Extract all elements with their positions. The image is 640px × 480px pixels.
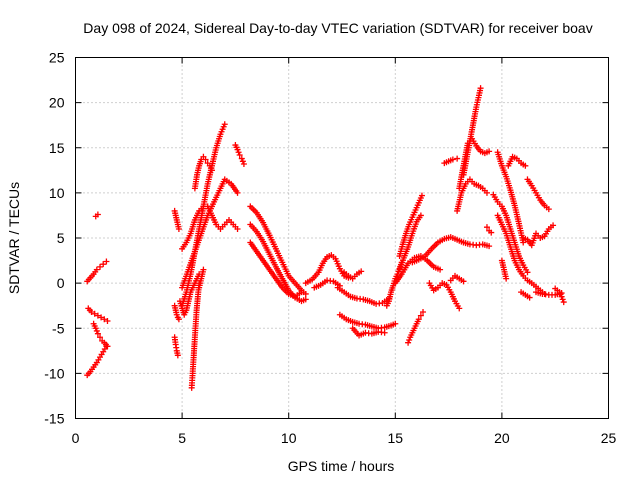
data-point <box>88 309 95 316</box>
data-point <box>417 212 424 219</box>
y-tick-label: -15 <box>44 411 64 427</box>
x-tick-label: 5 <box>178 430 186 446</box>
data-point <box>103 258 110 265</box>
data-point <box>392 320 399 327</box>
data-point <box>221 121 228 128</box>
data-point <box>98 314 105 321</box>
data-point <box>381 329 388 336</box>
data-point <box>94 330 101 337</box>
data-point <box>456 305 463 312</box>
x-axis-label: GPS time / hours <box>288 458 395 474</box>
data-point <box>104 318 111 325</box>
y-tick-label: -5 <box>52 320 65 336</box>
data-point-interp <box>235 149 242 156</box>
axis-ticks: 0 5 10 15 20 25 -15 -10 -5 0 5 10 15 20 25 <box>44 50 616 447</box>
data-point <box>97 263 104 270</box>
data-point <box>238 155 245 162</box>
data-point <box>418 192 425 199</box>
data-point <box>234 146 241 153</box>
data-point <box>173 311 180 318</box>
data-point <box>550 222 557 229</box>
data-point <box>524 269 531 276</box>
data-point <box>298 289 305 296</box>
data-point <box>103 343 110 350</box>
data-point <box>420 309 427 316</box>
data-point-interp <box>559 296 566 303</box>
data-point <box>488 229 495 236</box>
data-point <box>486 243 493 250</box>
y-tick-label: 15 <box>49 140 65 156</box>
data-point <box>522 162 529 169</box>
plot-frame <box>75 57 609 419</box>
data-point <box>208 167 215 174</box>
data-point <box>200 266 207 273</box>
data-point <box>100 261 107 268</box>
x-tick-label: 10 <box>281 430 297 446</box>
y-axis-label: SDTVAR / TECUs <box>6 182 22 294</box>
data-point <box>240 160 247 167</box>
data-point <box>174 352 181 359</box>
x-tick-label: 15 <box>388 430 404 446</box>
data-point <box>101 316 108 323</box>
x-tick-label: 20 <box>494 430 510 446</box>
data-point <box>503 275 510 282</box>
y-tick-label: 0 <box>57 275 65 291</box>
data-point <box>175 225 182 232</box>
data-point-interp <box>239 158 246 165</box>
y-tick-label: 25 <box>49 50 65 66</box>
data-point <box>449 156 456 163</box>
data-point-interp <box>93 327 100 334</box>
data-point <box>483 224 490 231</box>
data-point <box>526 294 533 301</box>
data-point <box>234 189 241 196</box>
data-point <box>236 151 243 158</box>
data-point <box>417 312 424 319</box>
data-point <box>460 278 467 285</box>
data-point <box>97 334 104 341</box>
data-point <box>94 312 101 319</box>
data-point <box>302 296 309 303</box>
data-point <box>302 290 309 297</box>
data-point <box>477 85 484 92</box>
y-tick-label: -10 <box>44 365 64 381</box>
data-point <box>560 299 567 306</box>
chart-title: Day 098 of 2024, Sidereal Day-to-day VTE… <box>83 20 592 36</box>
data-point <box>358 268 365 275</box>
x-tick-label: 25 <box>601 430 617 446</box>
data-point <box>415 316 422 323</box>
data-point <box>92 325 99 332</box>
data-point <box>454 155 461 162</box>
x-tick-label: 0 <box>72 430 80 446</box>
grid <box>75 57 609 419</box>
data-point <box>437 266 444 273</box>
data-point <box>486 148 493 155</box>
y-tick-label: 5 <box>57 230 65 246</box>
data-point <box>558 293 565 300</box>
data-point <box>405 339 412 346</box>
data-points <box>84 85 567 391</box>
y-tick-label: 20 <box>49 95 65 111</box>
data-point <box>545 206 552 213</box>
y-tick-label: 10 <box>49 185 65 201</box>
data-point <box>202 156 209 163</box>
data-point <box>93 266 100 273</box>
data-point <box>94 211 101 218</box>
data-point <box>234 225 241 232</box>
data-point <box>483 189 490 196</box>
data-point <box>175 316 182 323</box>
data-point <box>91 310 98 317</box>
data-point-interp <box>406 336 413 343</box>
